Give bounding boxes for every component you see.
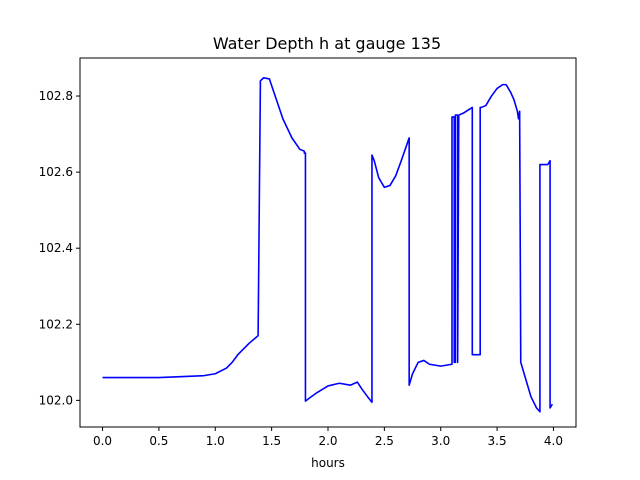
x-tick-label: 3.5 <box>488 434 507 448</box>
x-tick-label: 0.5 <box>149 434 168 448</box>
x-tick-label: 3.0 <box>431 434 450 448</box>
x-tick-label: 2.0 <box>318 434 337 448</box>
x-tick-label: 1.5 <box>262 434 281 448</box>
x-tick-label: 1.0 <box>206 434 225 448</box>
y-tick-label: 102.4 <box>39 241 73 255</box>
x-tick-label: 2.5 <box>375 434 394 448</box>
x-axis: 0.0 0.5 1.0 1.5 2.0 2.5 3.0 3.5 4.0 <box>93 427 563 448</box>
x-tick-label: 4.0 <box>544 434 563 448</box>
plot-area <box>102 76 554 413</box>
y-tick-label: 102.2 <box>39 317 73 331</box>
x-tick-label: 0.0 <box>93 434 112 448</box>
chart-title: Water Depth h at gauge 135 <box>213 34 441 53</box>
y-tick-label: 102.8 <box>39 89 73 103</box>
y-tick-label: 102.0 <box>39 393 73 407</box>
x-axis-label: hours <box>311 456 345 470</box>
y-tick-label: 102.6 <box>39 165 73 179</box>
series-line-water-depth <box>102 76 554 413</box>
y-axis: 102.0 102.2 102.4 102.6 102.8 <box>39 89 80 407</box>
